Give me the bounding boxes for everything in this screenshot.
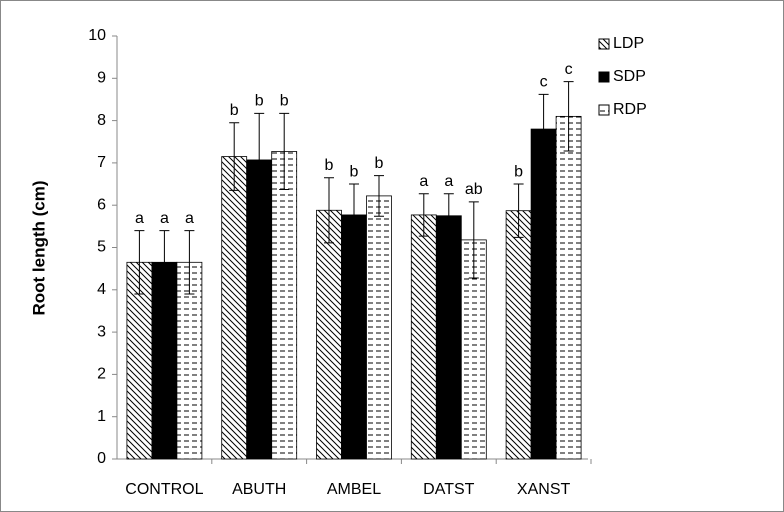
y-tick-label: 4 — [97, 281, 106, 298]
error-bar — [229, 122, 240, 191]
error-bar — [418, 193, 429, 237]
bar — [530, 128, 557, 460]
error-bar — [538, 93, 549, 165]
error-bar — [279, 112, 290, 191]
error-bar — [349, 183, 359, 247]
x-tick-label: DATST — [423, 481, 474, 498]
y-tick-label: 10 — [88, 27, 106, 44]
y-tick-label: 8 — [97, 112, 106, 129]
x-tick-label: AMBEL — [327, 481, 381, 498]
significance-letter: a — [419, 173, 428, 190]
bar — [435, 215, 462, 460]
bar — [410, 214, 437, 460]
significance-letter: b — [375, 155, 384, 172]
y-tick-label: 9 — [97, 70, 106, 87]
y-axis-label: Root length (cm) — [29, 180, 48, 315]
significance-letter: b — [230, 102, 239, 119]
error-bar — [324, 177, 334, 244]
y-tick-label: 7 — [97, 154, 106, 171]
significance-letter: b — [514, 163, 523, 180]
legend-swatch — [598, 104, 610, 116]
legend-label: SDP — [613, 68, 646, 85]
error-bar — [159, 230, 170, 295]
y-tick-label: 6 — [97, 196, 106, 213]
legend-label: RDP — [613, 101, 647, 118]
bar — [366, 195, 392, 460]
y-tick-label: 2 — [97, 366, 106, 383]
error-bar — [134, 230, 145, 295]
error-bar — [374, 175, 384, 217]
error-bar — [563, 81, 574, 152]
significance-letter: c — [565, 61, 573, 78]
y-tick-label: 5 — [97, 239, 106, 256]
error-bar — [254, 112, 265, 207]
significance-letter: b — [350, 163, 359, 180]
y-tick-label: 1 — [97, 408, 106, 425]
bar — [341, 214, 367, 460]
legend-swatch — [598, 38, 610, 50]
error-bar — [443, 193, 454, 239]
bar — [246, 159, 273, 460]
significance-letter: b — [280, 93, 289, 110]
y-tick-label: 3 — [97, 323, 106, 340]
significance-letter: b — [325, 157, 334, 174]
x-tick-label: XANST — [517, 481, 571, 498]
error-bar — [184, 230, 195, 295]
bar — [505, 210, 532, 460]
x-tick-label: ABUTH — [232, 481, 286, 498]
legend-swatch — [598, 71, 610, 83]
bar — [555, 115, 582, 460]
bar — [221, 156, 248, 460]
bar — [271, 151, 298, 460]
significance-letter: a — [135, 210, 144, 227]
significance-letter: a — [160, 210, 169, 227]
significance-letter: ab — [465, 181, 483, 198]
significance-letter: c — [540, 74, 548, 91]
y-tick-label: 0 — [97, 450, 106, 467]
error-bar — [468, 201, 479, 279]
significance-letter: a — [185, 210, 194, 227]
error-bar — [513, 183, 524, 238]
x-tick-label: CONTROL — [125, 481, 203, 498]
bar — [316, 209, 342, 460]
legend-label: LDP — [613, 35, 644, 52]
significance-letter: a — [444, 173, 453, 190]
significance-letter: b — [255, 93, 264, 110]
